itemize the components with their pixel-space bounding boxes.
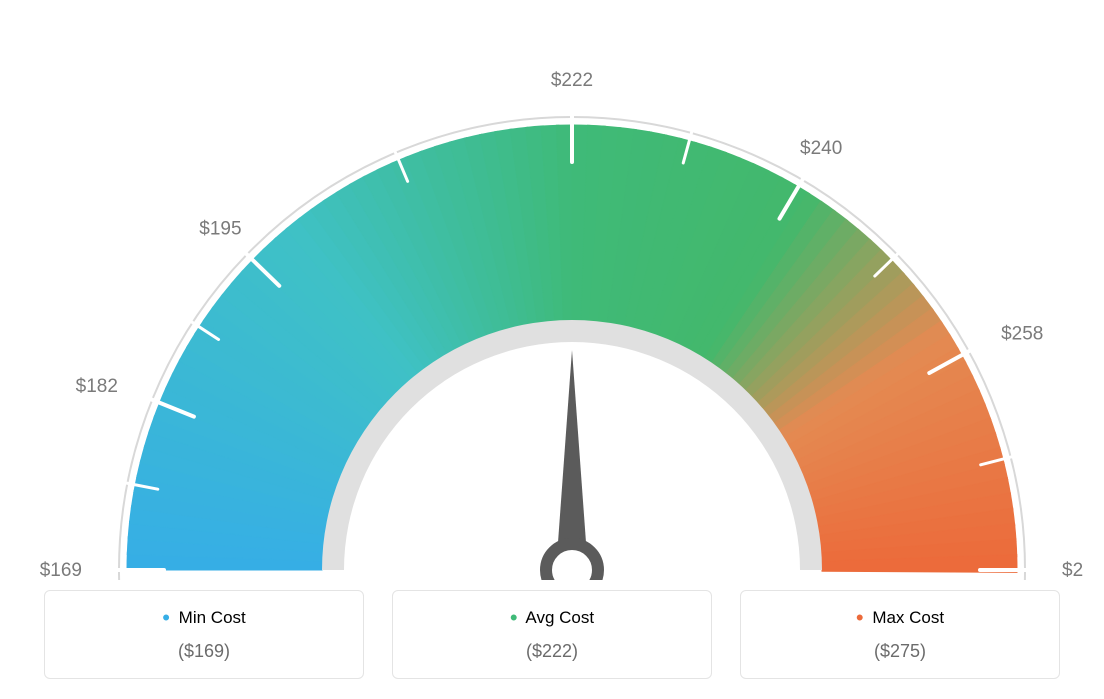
legend-min-dot: • — [162, 605, 170, 630]
cost-gauge-chart: $169 $182 $195 $222 $240 $258 $275 • Min Cost … — [20, 20, 1084, 679]
legend-max-value: ($275) — [751, 641, 1049, 662]
svg-text:$195: $195 — [199, 219, 241, 240]
svg-text:$182: $182 — [76, 376, 118, 397]
svg-text:$169: $169 — [40, 560, 82, 580]
svg-text:$258: $258 — [1001, 323, 1043, 344]
legend-min-title: • Min Cost — [55, 605, 353, 631]
legend-min-label: Min Cost — [179, 608, 246, 627]
legend-avg-title: • Avg Cost — [403, 605, 701, 631]
legend-max-card: • Max Cost ($275) — [740, 590, 1060, 679]
legend-avg-dot: • — [510, 605, 518, 630]
svg-text:$222: $222 — [551, 70, 593, 91]
svg-text:$275: $275 — [1062, 560, 1084, 580]
legend-max-dot: • — [856, 605, 864, 630]
legend-avg-card: • Avg Cost ($222) — [392, 590, 712, 679]
legend-max-label: Max Cost — [872, 608, 944, 627]
legend-min-value: ($169) — [55, 641, 353, 662]
legend-min-card: • Min Cost ($169) — [44, 590, 364, 679]
legend-row: • Min Cost ($169) • Avg Cost ($222) • Ma… — [20, 590, 1084, 679]
gauge-area: $169 $182 $195 $222 $240 $258 $275 — [20, 20, 1084, 580]
svg-text:$240: $240 — [800, 138, 842, 159]
gauge-svg: $169 $182 $195 $222 $240 $258 $275 — [20, 20, 1084, 580]
legend-max-title: • Max Cost — [751, 605, 1049, 631]
legend-avg-value: ($222) — [403, 641, 701, 662]
legend-avg-label: Avg Cost — [525, 608, 594, 627]
